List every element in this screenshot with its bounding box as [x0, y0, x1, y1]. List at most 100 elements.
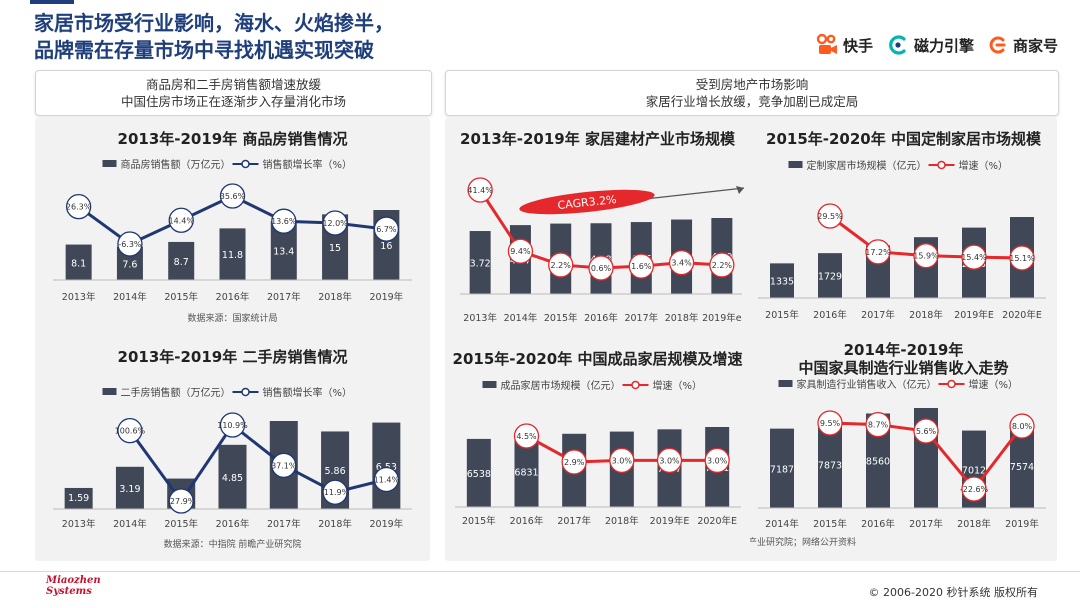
bar-value-label: 3.72: [470, 259, 491, 270]
growth-rate-marker: [513, 423, 540, 449]
growth-rate-label: 3.0%: [707, 456, 728, 465]
growth-rate-marker: [561, 449, 587, 475]
category-label: 2017年: [557, 515, 591, 527]
bar-value-label: 3.19: [119, 484, 140, 495]
page-headline: 家居市场受行业影响，海水、火焰掺半， 品牌需在存量市场中寻找机遇实现突破: [34, 10, 394, 64]
bar-value-label: 1.59: [68, 493, 89, 504]
top-accent-bar: [30, 0, 74, 4]
growth-rate-label: -22.6%: [960, 485, 989, 494]
legend-line-marker: [241, 387, 250, 397]
growth-rate-marker: [322, 479, 348, 505]
bar: [219, 228, 246, 280]
category-label: 2019年e: [702, 312, 742, 324]
growth-rate-marker: [65, 194, 92, 220]
legend-line-label: 销售额增长率（%）: [263, 158, 353, 171]
bar-value-label: 6831: [514, 467, 538, 478]
growth-rate-marker: [913, 243, 939, 269]
category-label: 2018年: [909, 309, 943, 321]
right-panel-header: 受到房地产市场影响 家居行业增长放缓，竞争加剧已成定局: [445, 70, 1059, 116]
growth-rate-marker: [817, 203, 843, 229]
brand-line-1: Miaozhen: [46, 575, 101, 586]
growth-rate-marker: [865, 239, 891, 265]
growth-rate-label: 2.2%: [712, 261, 733, 270]
miaozhen-logo: Miaozhen Systems: [46, 575, 101, 597]
category-label: 2015年: [765, 309, 799, 321]
bar: [168, 241, 195, 280]
growth-rate-label: 15.4%: [961, 253, 987, 262]
legend-line-marker: [947, 379, 956, 389]
source-note: 数据来源：国家统计局: [187, 312, 277, 324]
growth-rate-label: 110.9%: [217, 421, 248, 430]
growth-rate-marker: [817, 410, 843, 436]
category-label: 2018年: [957, 518, 991, 530]
growth-rate-label: 100.6%: [115, 427, 146, 436]
building-materials-market-chart: 2013年-2019年 家居建材产业市场规模3.724.074.164.184.…: [460, 130, 745, 324]
bar-value-label: 7.6: [122, 259, 137, 270]
bar: [65, 244, 92, 280]
shangjiahao-icon: [989, 36, 1006, 54]
shangjiahao-logo: 商家号: [988, 35, 1058, 56]
bar-value-label: 7012: [962, 465, 986, 476]
category-label: 2015年: [164, 518, 198, 530]
bar: [218, 444, 247, 509]
bar-value-label: 8.7: [174, 257, 189, 268]
category-label: 2014年: [504, 312, 538, 324]
growth-rate-marker: [588, 255, 614, 281]
category-label: 2015年: [164, 291, 198, 303]
growth-rate-label: 3.4%: [671, 259, 692, 268]
growth-rate-label: 3.0%: [612, 456, 633, 465]
bar-value-label: 16: [380, 241, 392, 252]
cili-engine-icon: [889, 35, 906, 55]
legend-line-label: 增速（%）: [969, 378, 1019, 391]
bar-value-label: 1335: [770, 277, 794, 288]
legend-line-label: 增速（%）: [959, 159, 1009, 172]
category-label: 2019年E: [650, 515, 690, 527]
growth-rate-label: 26.3%: [66, 203, 92, 212]
category-label: 2016年: [216, 518, 250, 530]
growth-rate-label: 13.6%: [271, 217, 297, 226]
growth-rate-marker: [1009, 413, 1035, 439]
chart-title: 2015年-2020年 中国定制家居市场规模: [766, 130, 1042, 148]
legend-line-marker: [631, 380, 640, 390]
growth-rate-label: 1.6%: [631, 262, 652, 271]
category-label: 2016年: [216, 291, 250, 303]
bar-value-label: 8.1: [71, 258, 86, 269]
growth-rate-marker: [117, 417, 143, 444]
kuaishou-icon: [816, 34, 837, 54]
legend-bar-label: 商品房销售额（万亿元）: [121, 158, 231, 171]
right-panel-header-line-1: 受到房地产市场影响: [695, 77, 809, 92]
kuaishou-text: 快手: [842, 36, 873, 55]
growth-rate-label: -11.9%: [321, 488, 350, 497]
growth-rate-marker: [548, 252, 574, 278]
growth-rate-marker: [373, 466, 400, 493]
growth-rate-label: 15.9%: [913, 252, 939, 261]
kuaishou-logo: 快手: [816, 34, 873, 56]
growth-rate-marker: [865, 411, 891, 438]
growth-rate-label: -27.9%: [167, 497, 196, 506]
cagr-label: CAGR3.2%: [557, 193, 617, 212]
bar: [64, 487, 93, 509]
chart-title: 2014年-2019年: [844, 341, 964, 359]
growth-rate-marker: [609, 447, 635, 474]
bar-value-label: 13.4: [273, 247, 294, 258]
growth-rate-label: 37.1%: [271, 461, 297, 470]
growth-rate-label: 17.2%: [865, 248, 891, 257]
cagr-badge: [519, 189, 655, 215]
growth-rate-label: 3.0%: [659, 456, 680, 465]
brand-line-2: Systems: [46, 586, 92, 597]
chart-title: 2013年-2019年 商品房销售情况: [118, 130, 348, 148]
headline-line-1: 家居市场受行业影响，海水、火焰掺半，: [34, 11, 394, 35]
category-label: 2014年: [113, 518, 147, 530]
bar: [115, 466, 144, 509]
category-label: 2016年: [584, 312, 618, 324]
growth-rate-marker: [913, 418, 939, 444]
category-label: 2018年: [605, 515, 639, 527]
legend-line-marker: [937, 160, 946, 170]
growth-rate-label: -6.3%: [118, 240, 142, 249]
bar: [770, 263, 794, 298]
growth-rate-marker: [219, 183, 246, 209]
legend-line-label: 增速（%）: [653, 379, 703, 392]
growth-rate-label: 15.1%: [1009, 254, 1035, 263]
